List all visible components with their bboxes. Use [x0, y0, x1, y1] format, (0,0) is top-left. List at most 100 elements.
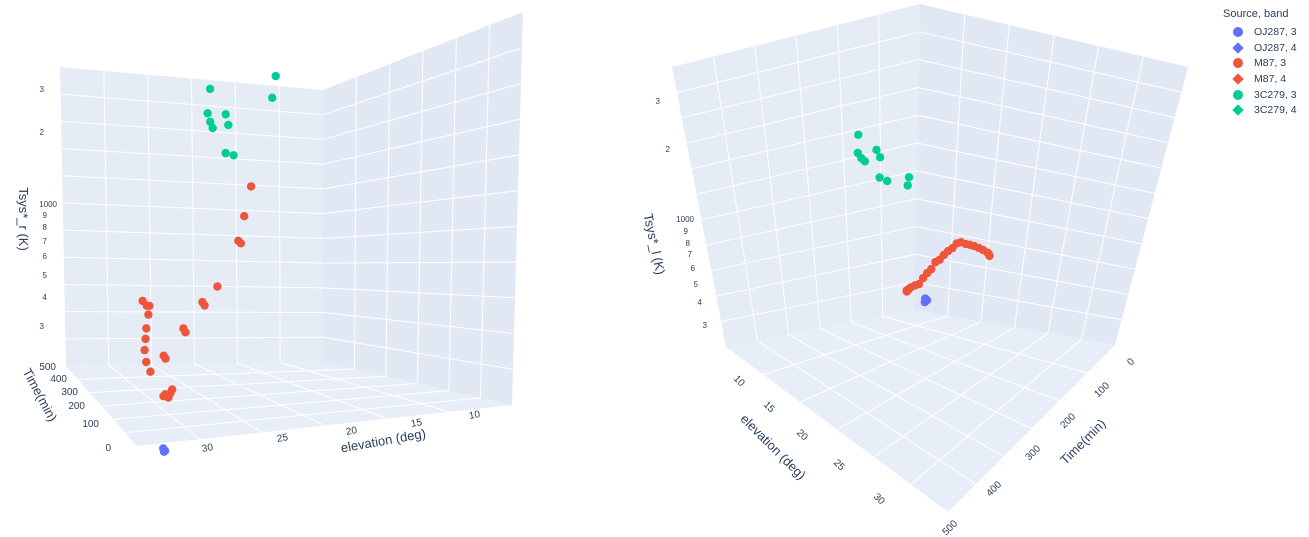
gridline: [1047, 45, 1100, 334]
gridline: [322, 82, 522, 140]
data-point: [914, 279, 924, 289]
data-point: [206, 117, 215, 127]
right-time-tick: 400: [984, 479, 1004, 499]
gridline: [322, 261, 517, 264]
data-point: [268, 93, 277, 103]
gridline: [322, 154, 520, 190]
left-z-tick: 6: [43, 252, 48, 261]
data-point: [854, 130, 863, 139]
gridline: [385, 63, 391, 377]
data-point: [140, 345, 149, 355]
gridline: [919, 31, 1182, 93]
data-point: [213, 282, 222, 291]
left-z-tick: 5: [43, 271, 48, 280]
gridline: [322, 225, 518, 239]
gridline: [65, 336, 324, 340]
gridline: [1014, 35, 1055, 328]
right-time-tick: 200: [1058, 411, 1078, 431]
right-z-tick: 9: [684, 227, 689, 236]
gridline: [1081, 56, 1144, 340]
legend-title: Source, band: [1223, 8, 1289, 20]
right-z-tick-labels: 3 4 5 6 7 8 9 1000 2 3: [656, 97, 708, 330]
diamond-marker-icon: [1222, 41, 1254, 54]
left-time-tick: 0: [105, 443, 111, 454]
right-time-tick: 500: [940, 518, 960, 537]
gridline: [910, 338, 1082, 485]
data-point: [224, 120, 233, 130]
right-z-tick: 2: [666, 145, 671, 154]
left-time-tick-labels: 0 100 200 300 400 500: [39, 362, 111, 454]
gridline: [322, 47, 523, 116]
left-z-tick: 2: [40, 128, 45, 137]
data-point: [179, 324, 188, 333]
gridline: [686, 86, 919, 144]
gridline: [234, 82, 238, 364]
right-z-tick: 1000: [676, 215, 694, 224]
right-markers: [853, 130, 994, 307]
data-point: [166, 389, 175, 398]
left-z-tick: 3: [40, 85, 45, 94]
gridline: [64, 283, 324, 289]
left-z-tick: 7: [43, 237, 48, 246]
gridline: [322, 287, 516, 299]
legend-item[interactable]: 3C279, 4: [1222, 102, 1308, 118]
gridline: [696, 142, 918, 195]
right-elevation-tick: 20: [794, 427, 810, 443]
left-elevation-tick: 15: [410, 417, 423, 430]
gridline: [322, 118, 521, 165]
legend-item-label: M87, 4: [1254, 72, 1287, 85]
legend-item[interactable]: OJ287, 3: [1222, 24, 1308, 40]
legend-items: OJ287, 3 OJ287, 4 M87, 3 M87, 4 3C279, 3 3C27…: [1222, 24, 1308, 118]
gridline: [712, 56, 758, 341]
data-point: [141, 334, 150, 344]
gridline: [62, 202, 324, 215]
gridline: [754, 45, 790, 335]
legend-item[interactable]: M87, 3: [1222, 55, 1308, 71]
circle-marker-icon: [1222, 57, 1254, 69]
data-point: [920, 298, 929, 307]
right-time-tick: 100: [1092, 380, 1112, 400]
data-point: [903, 181, 912, 190]
right-time-tick: 0: [1125, 356, 1137, 368]
legend-item[interactable]: M87, 4: [1222, 71, 1308, 87]
right-z-tick: 5: [694, 280, 699, 289]
right-elevation-tick: 10: [731, 373, 747, 389]
right-z-tick: 3: [703, 321, 708, 330]
data-point: [159, 351, 168, 360]
data-point: [883, 176, 892, 186]
left-elevation-tick: 10: [468, 409, 481, 422]
legend-item[interactable]: 3C279, 3: [1222, 87, 1308, 103]
right-elevation-tick: 30: [871, 491, 887, 507]
data-point: [221, 110, 230, 119]
legend-item-label: OJ287, 3: [1254, 25, 1297, 38]
gridline: [720, 281, 915, 323]
scene-left[interactable]: Tsys*_r (K) Time(min) elevation (deg) 3 …: [16, 12, 523, 456]
data-point: [198, 297, 207, 307]
data-point: [271, 71, 280, 81]
gridline: [62, 175, 324, 190]
data-point: [144, 310, 153, 319]
data-point: [985, 251, 994, 261]
data-point: [142, 357, 151, 367]
scene-right[interactable]: Tsys*_l (K) elevation (deg) Time(min) 3 …: [641, 4, 1188, 537]
gridline: [354, 76, 357, 370]
gridline: [681, 59, 920, 119]
legend: Source, band OJ287, 3 OJ287, 4 M87, 3 M87, …: [1222, 8, 1308, 118]
legend-item[interactable]: OJ287, 4: [1222, 40, 1308, 56]
data-point: [221, 148, 230, 158]
gridline: [125, 397, 481, 434]
data-point: [240, 212, 249, 221]
left-z-tick: 8: [43, 223, 48, 232]
gridline: [716, 253, 916, 297]
data-point: [203, 109, 212, 118]
right-x-axis-title: elevation (deg): [737, 411, 808, 482]
gridline: [676, 31, 920, 93]
left-z-tick: 9: [43, 211, 48, 220]
gridline: [947, 14, 966, 316]
right-back-right-wall: [914, 4, 1188, 345]
gridline: [322, 312, 515, 335]
right-floor: [726, 310, 1115, 512]
gridline: [916, 170, 1149, 220]
gridline: [706, 198, 917, 246]
